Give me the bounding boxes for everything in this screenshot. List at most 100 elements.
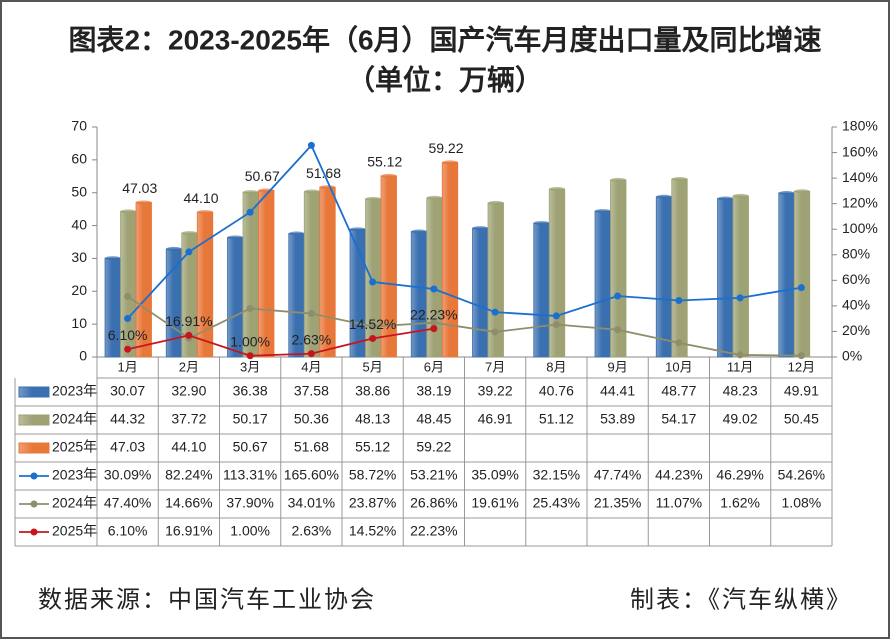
table-cell: 46.91: [478, 411, 513, 427]
bar-top: [350, 227, 366, 232]
line: [127, 295, 802, 357]
point: [552, 321, 560, 329]
data-label: 44.10: [183, 190, 218, 206]
table-cell: 165.60%: [284, 467, 339, 483]
bar-top: [488, 200, 504, 205]
bar-top: [166, 246, 182, 251]
legend-marker: [30, 472, 38, 480]
bar-top: [319, 185, 336, 190]
data-label: 59.22: [428, 140, 463, 156]
table-cell: 82.24%: [165, 467, 212, 483]
table-cell: 54.17: [661, 411, 696, 427]
point: [369, 278, 377, 286]
bar-top: [595, 209, 611, 214]
bar: [793, 190, 811, 358]
y2-tick-label: 100%: [842, 220, 878, 236]
legend-label: 2024年: [52, 411, 97, 427]
point: [246, 352, 254, 360]
point: [797, 284, 805, 292]
legend-label: 2023年: [52, 467, 97, 483]
bar: [655, 196, 673, 358]
table-cell: 51.68: [294, 439, 329, 455]
bar-top: [181, 231, 198, 236]
data-label: 6.10%: [108, 327, 148, 343]
point: [430, 285, 438, 293]
table-cell: 51.12: [539, 411, 574, 427]
table-cell: 1.00%: [230, 523, 270, 539]
table-cell: 50.36: [294, 411, 329, 427]
bar-top: [120, 209, 136, 214]
x-tick-label: 5月: [363, 359, 383, 374]
table-cell: 48.77: [661, 383, 696, 399]
table-cell: 38.86: [355, 383, 390, 399]
table-cell: 49.91: [784, 383, 819, 399]
legend-label: 2023年: [52, 383, 97, 399]
y2-tick-label: 60%: [842, 271, 870, 287]
table-cell: 37.58: [294, 383, 329, 399]
point: [736, 294, 744, 302]
table-cell: 37.90%: [226, 495, 273, 511]
bar-top: [472, 226, 488, 231]
legend-label: 2025年: [52, 523, 97, 539]
bar: [258, 190, 275, 358]
table-cell: 44.23%: [655, 467, 702, 483]
legend-marker: [30, 528, 38, 536]
table-cell: 50.45: [784, 411, 819, 427]
y-tick-label: 40: [71, 216, 87, 232]
table-cell: 47.40%: [104, 495, 151, 511]
table-cell: 59.22: [416, 439, 451, 455]
table-cell: 36.38: [233, 383, 268, 399]
point: [307, 141, 315, 149]
table-cell: 58.72%: [349, 467, 396, 483]
table-cell: 48.45: [416, 411, 451, 427]
table-cell: 14.66%: [165, 495, 212, 511]
y2-tick-label: 140%: [842, 169, 878, 185]
table-cell: 34.01%: [288, 495, 335, 511]
point: [124, 345, 132, 353]
y2-tick-label: 0%: [842, 348, 862, 364]
table-cell: 32.15%: [533, 467, 580, 483]
bar-top: [426, 195, 443, 200]
point: [124, 315, 132, 323]
table-cell: 6.10%: [108, 523, 148, 539]
bar: [548, 188, 566, 358]
bar-top: [411, 229, 427, 234]
y2-tick-label: 120%: [842, 194, 878, 210]
bar-top: [227, 235, 243, 240]
x-tick-label: 3月: [240, 359, 260, 374]
table-cell: 30.09%: [104, 467, 151, 483]
table-cell: 39.22: [478, 383, 513, 399]
bar: [441, 162, 459, 358]
table-cell: 47.03: [110, 439, 145, 455]
bar-top: [794, 189, 810, 194]
bar-top: [365, 196, 381, 201]
bar: [778, 192, 795, 358]
table-cell: 50.67: [233, 439, 268, 455]
maker: 制表：《汽车纵横》: [630, 586, 852, 613]
bar: [594, 210, 611, 358]
legend-marker: [18, 386, 50, 398]
point: [307, 350, 315, 358]
point: [675, 296, 683, 304]
table-cell: 1.62%: [720, 495, 760, 511]
point: [797, 352, 805, 360]
legend-label: 2024年: [52, 495, 97, 511]
point: [552, 312, 560, 320]
point: [246, 305, 254, 313]
x-tick-label: 8月: [546, 359, 566, 374]
y2-tick-label: 80%: [842, 245, 870, 261]
table-cell: 11.07%: [656, 495, 702, 511]
table-cell: 40.76: [539, 383, 574, 399]
bar: [196, 211, 214, 358]
point: [736, 351, 744, 359]
table-cell: 2.63%: [292, 523, 332, 539]
y2-tick-label: 40%: [842, 297, 870, 313]
y-tick-label: 20: [71, 282, 87, 298]
bar: [717, 198, 734, 358]
table-cell: 49.02: [723, 411, 758, 427]
table-cell: 53.21%: [410, 467, 457, 483]
bar-top: [733, 193, 749, 198]
y-tick-label: 60: [71, 151, 87, 167]
point: [491, 308, 499, 316]
table-cell: 37.72: [171, 411, 206, 427]
